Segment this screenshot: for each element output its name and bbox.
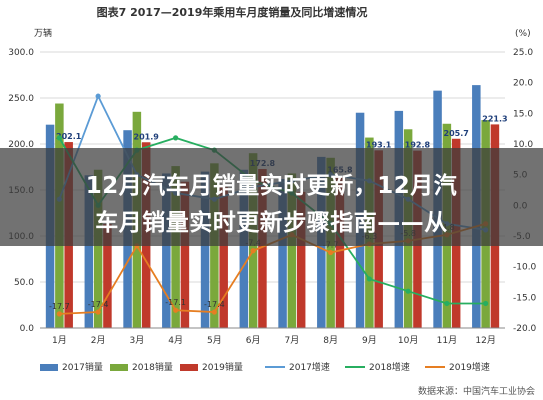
point-2018增速 (444, 300, 450, 307)
y-left-tick-label: 50.0 (14, 278, 34, 288)
bar-data-label: 221.3 (482, 114, 507, 123)
bar-2019销量 (180, 181, 190, 328)
bar-2019销量 (335, 175, 345, 328)
banner-line-2: 车月销量实时更新步骤指南——从 (95, 210, 448, 236)
title-banner: 12月汽车月销量实时更新，12月汽 车月销量实时更新步骤指南——从 (0, 148, 543, 246)
legend-swatch (40, 364, 58, 371)
growth-data-label: -17.4 (88, 300, 109, 309)
legend-label: 2019销量 (202, 361, 243, 373)
bar-2019销量 (219, 187, 228, 328)
right-axis-unit: (%) (515, 29, 531, 39)
y-right-tick-label: 20.0 (513, 79, 533, 89)
bar-2019销量 (296, 191, 306, 328)
x-tick-label: 2月 (91, 335, 106, 346)
x-tick-label: 9月 (362, 335, 377, 346)
y-right-tick-label: -20.0 (513, 324, 537, 334)
legend-label: 2019增速 (449, 361, 490, 373)
point-2017增速 (95, 93, 101, 99)
point-2018增速 (173, 135, 179, 141)
point-2018增速 (56, 135, 62, 141)
growth-data-label: -17.1 (165, 298, 186, 307)
legend-swatch (180, 364, 198, 371)
x-tick-label: 6月 (246, 335, 261, 346)
growth-data-label: -17.7 (49, 302, 70, 311)
x-tick-label: 8月 (323, 335, 338, 346)
x-tick-label: 11月 (437, 335, 457, 346)
y-right-tick-label: -15.0 (513, 293, 537, 303)
y-left-tick-label: 300.0 (8, 48, 34, 58)
bar-2017销量 (278, 178, 287, 328)
x-tick-label: 4月 (168, 335, 183, 346)
legend-label: 2017销量 (62, 361, 103, 373)
bar-2017销量 (162, 173, 171, 328)
x-tick-label: 12月 (475, 335, 495, 346)
bar-2018销量 (171, 166, 180, 328)
bar-2017销量 (200, 171, 210, 328)
point-2018增速 (405, 288, 411, 294)
bar-data-label: 202.1 (56, 132, 82, 141)
bar-2019销量 (103, 224, 112, 328)
y-right-tick-label: 10.0 (513, 140, 533, 150)
bar-data-label: 205.7 (444, 129, 469, 138)
point-2018增速 (366, 276, 372, 282)
bar-data-label: 201.9 (134, 132, 160, 141)
y-right-tick-label: 15.0 (513, 109, 533, 119)
point-2019增速 (56, 311, 62, 317)
point-2019增速 (173, 307, 179, 313)
growth-data-label: -17.4 (204, 300, 225, 309)
banner-line-1: 12月汽车月销量实时更新，12月汽 (85, 173, 458, 199)
legend-label: 2017增速 (289, 361, 330, 373)
point-2019增速 (328, 249, 334, 256)
y-left-tick-label: 250.0 (8, 94, 34, 104)
point-2018增速 (483, 300, 489, 307)
y-left-tick-label: 0.0 (20, 324, 35, 334)
bar-2017销量 (84, 175, 94, 328)
y-right-tick-label: 25.0 (513, 48, 533, 58)
point-2019增速 (211, 309, 217, 315)
y-left-tick-label: 200.0 (8, 140, 34, 150)
x-tick-label: 7月 (285, 335, 300, 346)
data-source: 数据来源：中国汽车工业协会 (418, 385, 535, 397)
point-2019增速 (250, 248, 256, 254)
chart-title: 图表7 2017—2019年乘用车月度销量及同比增速情况 (97, 5, 368, 19)
bar-2018销量 (93, 169, 103, 328)
bar-2017销量 (239, 169, 249, 328)
x-tick-label: 1月 (52, 335, 67, 346)
legend-swatch (110, 364, 128, 371)
point-2019增速 (95, 309, 101, 315)
left-axis-unit: 万辆 (34, 27, 52, 39)
x-tick-label: 10月 (398, 335, 418, 346)
legend-label: 2018增速 (369, 361, 410, 373)
bar-2019销量 (258, 169, 267, 328)
x-tick-label: 5月 (207, 335, 222, 346)
legend-label: 2018销量 (132, 361, 173, 373)
x-tick-label: 3月 (130, 335, 145, 346)
bar-data-label: 193.1 (366, 140, 392, 149)
bar-2018销量 (287, 173, 297, 328)
bar-data-label: 192.8 (405, 141, 431, 150)
y-right-tick-label: -10.0 (513, 263, 537, 273)
